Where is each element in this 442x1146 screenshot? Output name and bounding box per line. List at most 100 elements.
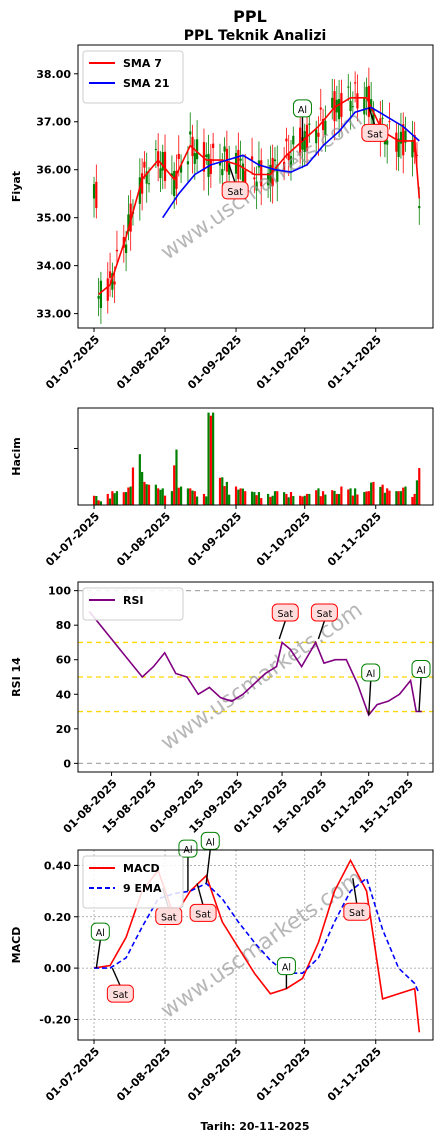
candle-body [186,161,190,165]
macd-ytick-label: 0.20 [44,911,71,924]
candle-body [170,173,174,176]
macd-axes-frame [77,849,434,1041]
candle-body [411,139,414,158]
price-xtick-label: 01-09-2025 [185,333,244,392]
candle-body [319,107,322,110]
candle-body [365,86,368,98]
candle-body [321,119,325,130]
rsi-ytick-label: 0 [63,757,71,770]
price-legend-label: SMA 21 [123,77,170,90]
price-ytick-label: 33.00 [36,308,71,321]
candle-body [299,127,302,156]
candle-body [372,108,375,128]
macd-signal-label: Sat [161,913,177,924]
candle-body [193,153,196,164]
volume-bar [186,488,190,505]
price-signal-badge-sell [361,123,389,142]
price-signal-arrow [368,107,376,126]
volume-bar [315,490,318,505]
candle-body [223,146,226,152]
volume-bar [193,491,196,505]
rsi-ytick-label: 40 [56,688,72,701]
volume-bar [221,477,224,505]
volume-ylabel: Hacim [10,437,23,475]
footer-date: Tarih: 20-11-2025 [200,1120,309,1133]
macd-signal-arrow [205,849,211,884]
volume-bar [177,487,180,505]
candle-body [189,131,192,135]
volume-xtick-label: 01-09-2025 [185,510,244,569]
volume-bar [212,412,215,505]
candle-body [145,171,148,184]
macd-signal-badge-buy [200,831,220,850]
volume-bar [331,490,334,505]
volume-bar [207,412,210,505]
volume-bar [244,491,247,505]
volume-bar [370,482,373,505]
candle-body [124,244,128,254]
candle-body [356,93,359,109]
volume-bar [388,490,391,505]
macd-panel: -0.200.000.200.40 www.uscmarkets.comAlSat… [10,831,434,1104]
rsi-ytick-label: 80 [56,619,72,632]
candle-body [418,206,421,209]
price-legend-label: SMA 7 [123,57,162,70]
candle-body [239,158,242,161]
volume-bar [189,488,192,505]
volume-bar [163,495,167,505]
candle-body [303,131,306,152]
candle-body [205,154,208,157]
volume-bar [292,496,295,505]
volume-bar [154,484,157,505]
volume-bar [340,486,343,505]
candle-body [115,249,119,252]
volume-bar [131,467,135,505]
candle-body [173,170,176,197]
candle-body [141,173,144,194]
volume-bar [191,490,194,505]
volume-bar [218,477,222,505]
price-signal-label: Sat [367,129,383,140]
candle-body [157,151,160,167]
macd-legend-label: MACD [123,862,160,875]
volume-bar [173,465,176,505]
candle-body [260,160,263,187]
rsi-signal-badge-sell [310,603,338,622]
volume-bar [301,496,304,505]
candle-body [301,137,304,150]
rsi-signal-label: Sat [317,609,333,620]
candle-body [269,164,272,186]
volume-bar [349,488,352,505]
candle-body [370,99,373,112]
rsi-line [88,610,422,717]
candle-body [415,154,419,156]
price-xtick-label: 01-11-2025 [325,333,384,392]
candle-body [340,93,343,117]
price-ylabel: Fiyat [10,171,23,202]
candle-body [315,129,318,144]
candle-body [221,169,224,176]
volume-bar [397,491,400,505]
candle-body [324,120,327,136]
macd-ytick-label: 0.40 [44,859,71,872]
volume-bar [367,491,370,505]
volume-bar [179,486,183,505]
volume-bar [113,493,116,505]
candle-body [283,161,286,170]
rsi-ytick-label: 20 [56,723,72,736]
price-ytick-label: 37.00 [36,116,71,129]
volume-bar [381,484,384,505]
volume-bar [95,495,98,505]
volume-xtick-label: 01-08-2025 [114,510,173,569]
volume-bar [138,454,141,505]
price-xtick-label: 01-10-2025 [254,333,313,392]
candle-body [92,184,96,199]
volume-bar [379,486,382,505]
candle-body [143,161,146,168]
volume-bar [335,493,338,505]
rsi-signal-badge-buy [361,663,381,682]
volume-bar [260,498,263,505]
volume-bar [333,490,336,505]
rsi-signal-arrow [278,620,286,640]
